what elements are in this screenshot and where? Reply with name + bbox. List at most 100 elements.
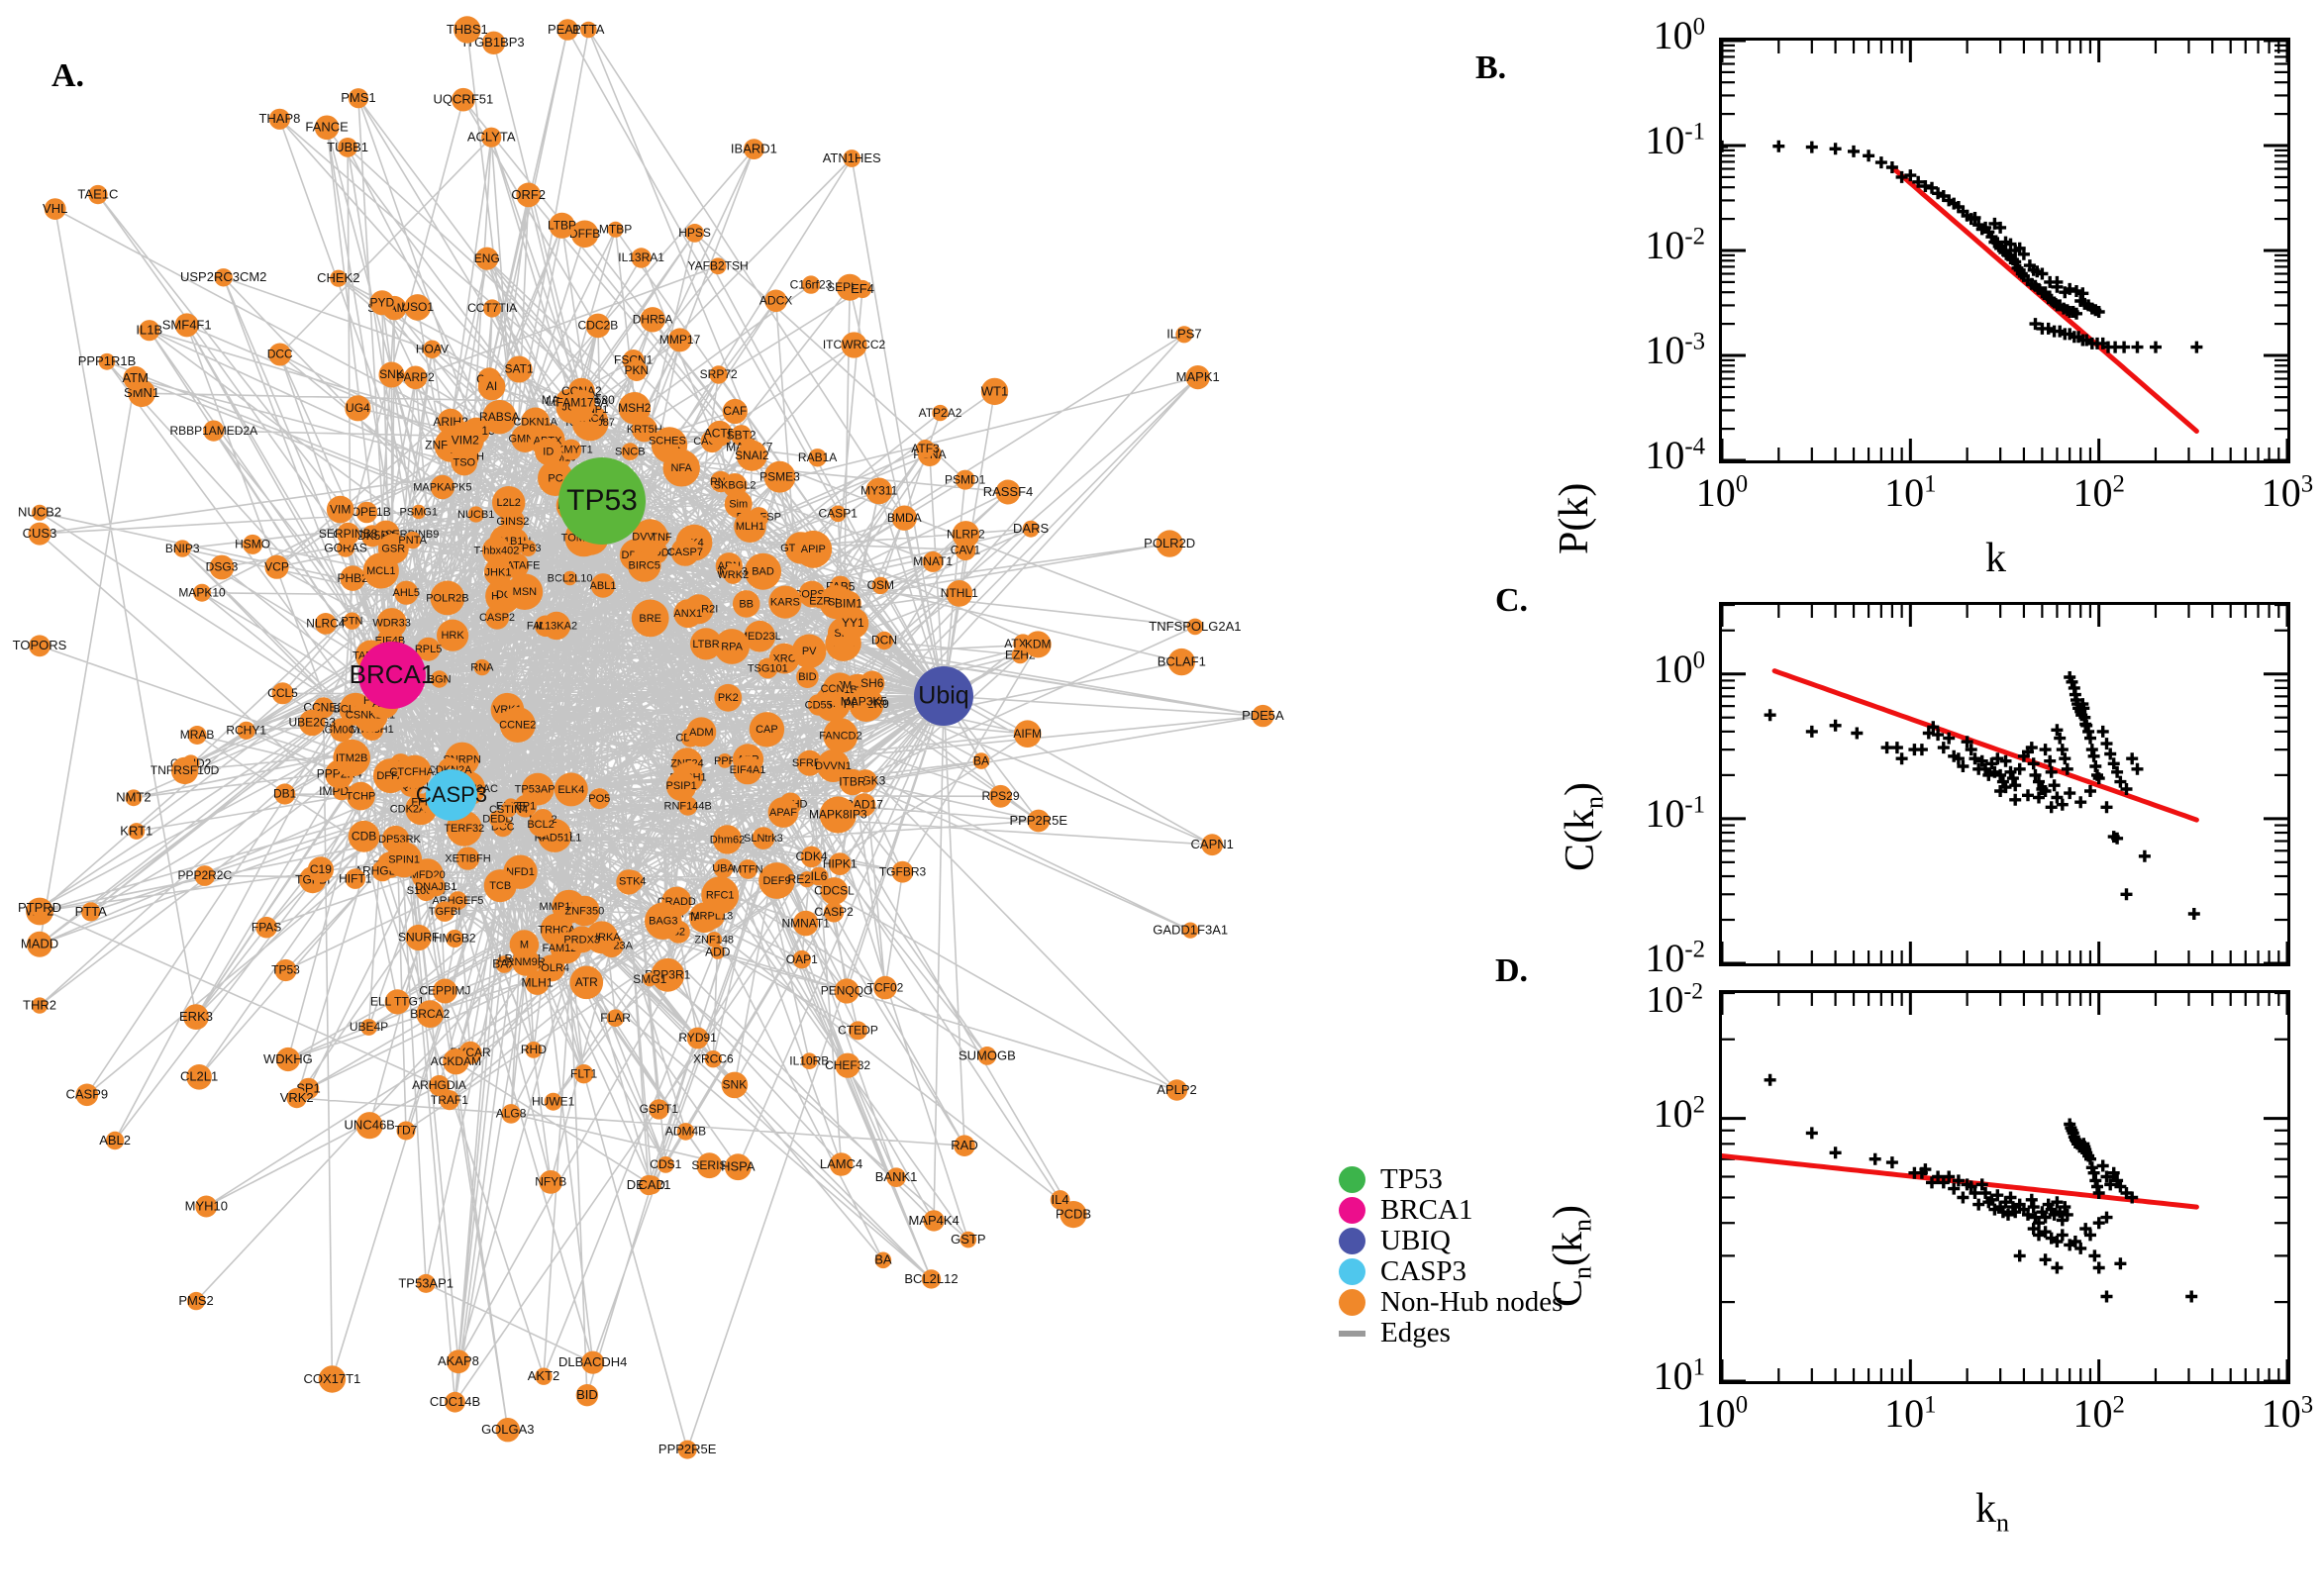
network-node[interactable] [580, 21, 597, 39]
hub-node-casp3[interactable] [426, 769, 477, 821]
network-node[interactable] [535, 1367, 553, 1385]
network-node[interactable] [81, 902, 101, 922]
network-node[interactable] [384, 989, 410, 1015]
network-node[interactable] [717, 753, 733, 768]
network-node[interactable] [891, 505, 917, 531]
network-node[interactable] [704, 1050, 722, 1068]
network-node[interactable] [264, 554, 289, 579]
network-node[interactable] [556, 19, 578, 41]
network-node[interactable] [403, 365, 428, 390]
network-node[interactable] [394, 580, 419, 605]
network-node[interactable] [834, 978, 859, 1004]
network-node[interactable] [274, 783, 296, 805]
network-node[interactable] [404, 294, 432, 321]
network-node[interactable] [483, 299, 502, 318]
network-node[interactable] [791, 634, 827, 669]
network-node[interactable] [569, 895, 600, 927]
network-node[interactable] [632, 519, 668, 555]
network-node[interactable] [128, 823, 146, 840]
network-node[interactable] [123, 365, 148, 391]
network-node[interactable] [763, 460, 796, 493]
network-node[interactable] [416, 1000, 445, 1028]
network-node[interactable] [1182, 922, 1199, 939]
network-node[interactable] [686, 717, 717, 748]
network-node[interactable] [631, 599, 669, 638]
network-node[interactable] [268, 108, 290, 130]
network-node[interactable] [822, 678, 843, 699]
network-node[interactable] [824, 902, 845, 923]
network-node[interactable] [857, 694, 871, 709]
network-node[interactable] [426, 876, 447, 897]
network-node[interactable] [757, 657, 778, 679]
network-node[interactable] [745, 552, 781, 590]
network-node[interactable] [645, 902, 682, 940]
network-node[interactable] [445, 1391, 465, 1413]
network-node[interactable] [932, 404, 949, 422]
hub-node-brca1[interactable] [358, 642, 426, 709]
network-node[interactable] [369, 290, 395, 316]
network-node[interactable] [865, 477, 893, 505]
network-node[interactable] [627, 549, 661, 582]
network-node[interactable] [713, 858, 734, 878]
network-node[interactable] [724, 1153, 752, 1181]
network-node[interactable] [505, 355, 533, 383]
network-node[interactable] [738, 859, 758, 879]
network-node[interactable] [812, 593, 828, 609]
network-node[interactable] [549, 212, 575, 239]
network-node[interactable] [807, 694, 830, 716]
network-node[interactable] [255, 916, 277, 939]
network-node[interactable] [809, 866, 829, 886]
network-node[interactable] [689, 628, 723, 660]
network-node[interactable] [560, 439, 582, 460]
network-node[interactable] [243, 534, 263, 554]
network-node[interactable] [405, 924, 432, 951]
network-node[interactable] [819, 796, 857, 834]
network-node[interactable] [355, 1112, 383, 1140]
network-node[interactable] [347, 781, 375, 811]
network-node[interactable] [696, 1152, 723, 1179]
network-node[interactable] [174, 313, 199, 338]
network-node[interactable] [473, 658, 491, 676]
network-node[interactable] [1013, 720, 1042, 748]
network-node[interactable] [1050, 1190, 1070, 1210]
network-node[interactable] [714, 629, 750, 664]
network-node[interactable] [195, 1195, 218, 1218]
network-node[interactable] [484, 605, 510, 630]
network-node[interactable] [573, 1064, 594, 1084]
network-node[interactable] [1060, 1201, 1087, 1229]
network-node[interactable] [330, 269, 348, 287]
network-node[interactable] [1011, 647, 1029, 664]
network-node[interactable] [495, 1418, 520, 1443]
network-node[interactable] [1186, 618, 1204, 636]
network-node[interactable] [186, 1064, 212, 1090]
network-node[interactable] [631, 416, 657, 443]
network-node[interactable] [673, 599, 703, 629]
network-node[interactable] [946, 580, 973, 607]
network-node[interactable] [268, 343, 292, 366]
network-node[interactable] [768, 585, 802, 619]
network-node[interactable] [722, 398, 748, 425]
network-node[interactable] [921, 1269, 942, 1289]
network-node[interactable] [835, 1052, 860, 1078]
network-node[interactable] [31, 997, 49, 1014]
network-node[interactable] [955, 469, 975, 490]
network-node[interactable] [828, 852, 852, 875]
network-node[interactable] [396, 1121, 416, 1141]
network-node[interactable] [194, 865, 216, 886]
network-node[interactable] [187, 726, 207, 745]
network-node[interactable] [829, 505, 847, 523]
network-node[interactable] [1185, 365, 1210, 390]
network-node[interactable] [801, 275, 821, 294]
network-node[interactable] [801, 1052, 818, 1069]
network-node[interactable] [338, 138, 357, 157]
network-node[interactable] [823, 718, 858, 753]
network-node[interactable] [432, 978, 457, 1004]
network-node[interactable] [467, 506, 484, 523]
network-node[interactable] [653, 529, 670, 547]
network-node[interactable] [640, 307, 665, 333]
network-node[interactable] [214, 268, 233, 287]
network-node[interactable] [237, 721, 255, 740]
network-node[interactable] [891, 860, 914, 883]
network-node[interactable] [416, 637, 441, 661]
network-node[interactable] [378, 361, 405, 388]
